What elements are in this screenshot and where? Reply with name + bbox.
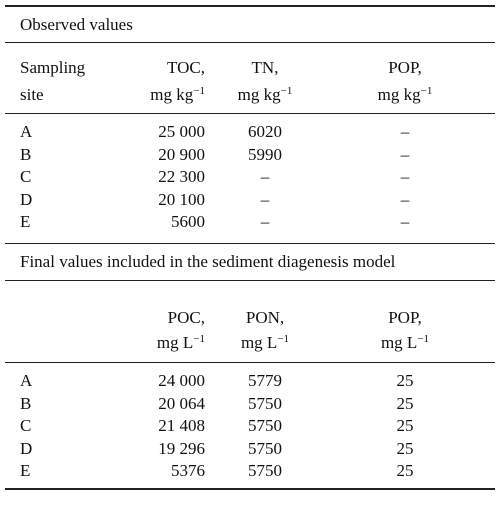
- cell: 19 296: [158, 438, 205, 458]
- row-header: Sampling: [20, 58, 86, 77]
- rule: [5, 42, 495, 43]
- column-name: POC,: [167, 308, 205, 327]
- unit-exponent: −1: [193, 333, 205, 345]
- cell: 25: [396, 371, 414, 390]
- row-label: B: [20, 144, 32, 164]
- cell: 25: [396, 438, 414, 458]
- column-unit: mg kg−1: [378, 85, 433, 105]
- cell: –: [260, 167, 270, 186]
- column-name: POP,: [388, 58, 422, 77]
- row-label: E: [20, 461, 31, 480]
- cell: 5779: [248, 371, 282, 390]
- column-name: TN,: [251, 58, 279, 77]
- unit-text: mg L: [380, 333, 418, 352]
- unit-exponent: −1: [417, 333, 430, 345]
- cell: 5750: [248, 461, 282, 480]
- unit-text: mg kg: [150, 85, 194, 104]
- column-name: POP,: [388, 308, 422, 327]
- cell: 25: [396, 416, 414, 435]
- cell: 24 000: [158, 371, 205, 390]
- row-label: C: [20, 416, 32, 435]
- column-unit: mg L−1: [157, 333, 205, 353]
- unit-exponent: −1: [193, 85, 205, 97]
- cell: 5750: [248, 438, 282, 458]
- cell: 22 300: [158, 167, 205, 186]
- section-title: Final values included in the sediment di…: [20, 252, 396, 271]
- rule: [5, 5, 495, 7]
- rule: [5, 362, 495, 363]
- column-name: TOC,: [167, 58, 205, 77]
- cell: 20 900: [158, 144, 205, 164]
- cell: 25 000: [158, 122, 205, 141]
- column-unit: mg L−1: [241, 333, 289, 353]
- rule: [5, 488, 495, 490]
- cell: –: [260, 189, 270, 209]
- unit-text: mg L: [156, 333, 194, 352]
- cell: –: [260, 212, 270, 231]
- rule: [5, 113, 495, 114]
- row-label: D: [20, 189, 33, 209]
- cell: 5600: [171, 212, 205, 231]
- cell: 5750: [248, 393, 282, 413]
- cell: 20 100: [158, 189, 205, 209]
- cell: –: [400, 144, 410, 164]
- cell: –: [400, 189, 410, 209]
- row-header: site: [20, 85, 44, 104]
- cell: 21 408: [158, 416, 205, 435]
- cell: 5990: [248, 144, 282, 164]
- unit-text: mg kg: [237, 85, 281, 104]
- column-unit: mg kg−1: [150, 85, 205, 105]
- cell: 20 064: [158, 393, 205, 413]
- unit-text: mg L: [240, 333, 278, 352]
- row-label: B: [20, 393, 32, 413]
- column-unit: mg L−1: [381, 333, 429, 353]
- row-label: D: [20, 438, 33, 458]
- unit-text: mg kg: [377, 85, 421, 104]
- cell: 6020: [248, 122, 282, 141]
- cell: –: [400, 212, 410, 231]
- row-label: E: [20, 212, 31, 231]
- rule: [5, 280, 495, 281]
- unit-exponent: −1: [280, 85, 293, 97]
- cell: 25: [396, 461, 414, 480]
- cell: –: [400, 122, 410, 141]
- unit-exponent: −1: [277, 333, 290, 345]
- section-title: Observed values: [20, 15, 133, 34]
- rule: [5, 243, 495, 244]
- unit-exponent: −1: [420, 85, 433, 97]
- cell: 25: [396, 393, 414, 413]
- row-label: A: [20, 371, 33, 390]
- row-label: A: [20, 122, 33, 141]
- column-name: PON,: [245, 308, 285, 327]
- cell: –: [400, 167, 410, 186]
- cell: 5750: [248, 416, 282, 435]
- row-label: C: [20, 167, 32, 186]
- cell: 5376: [171, 461, 205, 480]
- column-unit: mg kg−1: [238, 85, 293, 105]
